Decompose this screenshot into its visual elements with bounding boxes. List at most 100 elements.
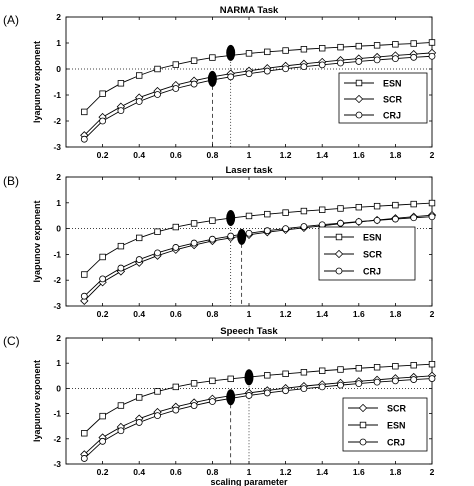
data-point	[337, 219, 344, 227]
legend-label: ESN	[363, 233, 382, 243]
legend-marker	[355, 79, 363, 87]
data-point	[373, 364, 381, 371]
data-point	[172, 383, 179, 391]
x-tick-label: 1.8	[389, 467, 401, 477]
data-point	[428, 213, 436, 221]
data-point	[282, 370, 289, 377]
data-point	[154, 412, 161, 420]
data-point	[282, 209, 289, 216]
legend-marker	[334, 249, 344, 259]
data-point	[337, 381, 344, 389]
y-tick-label: -1	[53, 90, 61, 100]
y-tick-label: -1	[53, 409, 61, 419]
y-tick-label: 0	[56, 383, 61, 393]
data-point	[245, 392, 253, 399]
data-point	[318, 45, 326, 52]
x-tick-label: 1	[247, 150, 252, 160]
data-point	[318, 383, 326, 391]
data-point	[264, 210, 271, 218]
x-tick-label: 0.8	[206, 467, 218, 477]
y-tick-label: 1	[56, 358, 61, 368]
data-point	[190, 380, 198, 387]
data-point	[355, 42, 362, 50]
data-point	[172, 223, 179, 231]
data-point	[245, 50, 253, 57]
optimum-marker	[207, 70, 217, 87]
x-tick-label: 1.6	[353, 309, 365, 319]
data-point	[263, 67, 271, 75]
y-tick-label: 0	[56, 64, 61, 74]
legend-label: CRJ	[383, 111, 401, 121]
x-tick-label: 1.2	[280, 467, 292, 477]
data-point	[263, 389, 271, 397]
x-tick-label: 0.4	[133, 467, 145, 477]
data-point	[99, 90, 106, 97]
data-point	[208, 235, 216, 243]
data-point	[135, 256, 143, 263]
x-tick-label: 1.2	[280, 309, 292, 319]
legend-marker	[335, 233, 343, 241]
y-tick-label: 1	[56, 198, 61, 208]
data-point	[373, 42, 381, 49]
data-point	[337, 59, 344, 67]
panel-label: (A)	[3, 13, 19, 27]
legend: SCR ESN CRJ	[342, 397, 428, 452]
legend-label: ESN	[387, 421, 406, 431]
legend-label: CRJ	[387, 438, 405, 448]
data-point	[337, 366, 344, 373]
data-point	[135, 72, 143, 79]
x-tick-label: 0.2	[97, 150, 109, 160]
data-point	[282, 65, 290, 73]
data-point	[428, 39, 436, 46]
x-tick-label: 1.8	[389, 150, 401, 160]
data-point	[300, 385, 308, 393]
data-point	[391, 215, 399, 223]
data-point	[117, 107, 125, 114]
y-axis-label: lyapunov exponent	[32, 41, 42, 123]
y-tick-label: 2	[56, 12, 61, 22]
data-point	[99, 253, 106, 261]
legend-marker	[358, 403, 368, 413]
data-point	[355, 58, 363, 65]
x-tick-label: 1.4	[316, 150, 328, 160]
x-tick-label: 2	[430, 309, 435, 319]
data-point	[227, 232, 235, 240]
chart-panel: (B) Laser task 0.2 0.4 0.6 0.8 1 1.2 1.4 1.6 1.8 2 -…	[3, 165, 437, 319]
legend-marker	[359, 438, 367, 446]
optimum-marker	[226, 389, 236, 406]
data-point	[410, 200, 417, 208]
data-point	[208, 398, 216, 405]
data-point	[410, 376, 418, 383]
data-point	[428, 52, 436, 60]
x-tick-label: 0.8	[206, 150, 218, 160]
data-point	[355, 218, 363, 226]
data-point	[392, 201, 399, 209]
data-point	[337, 205, 344, 212]
data-point	[264, 48, 271, 56]
data-point	[318, 367, 326, 374]
x-tick-label: 0.4	[133, 309, 145, 319]
data-point	[135, 419, 143, 426]
chart-panel: (C) Speech Task 0.2 0.4 0.6 0.8 1 1.2 1.4 1.6 1.8 2…	[3, 326, 437, 486]
data-point	[300, 223, 308, 230]
data-point	[135, 98, 143, 105]
data-point	[190, 239, 198, 247]
y-tick-label: 0	[56, 224, 61, 234]
data-point	[81, 108, 88, 116]
data-point	[190, 402, 198, 409]
x-tick-label: 1.2	[280, 150, 292, 160]
data-point	[190, 80, 198, 88]
data-point	[355, 203, 362, 211]
x-tick-label: 0.6	[170, 467, 182, 477]
x-tick-label: 0.4	[133, 150, 145, 160]
y-tick-label: -2	[53, 434, 61, 444]
optimum-marker	[226, 210, 236, 227]
data-point	[99, 412, 106, 420]
data-point	[80, 292, 88, 300]
data-point	[410, 53, 418, 61]
data-point	[135, 394, 143, 401]
y-tick-label: 2	[56, 333, 61, 343]
legend-marker	[355, 111, 363, 119]
chart-title: Laser task	[225, 165, 273, 176]
